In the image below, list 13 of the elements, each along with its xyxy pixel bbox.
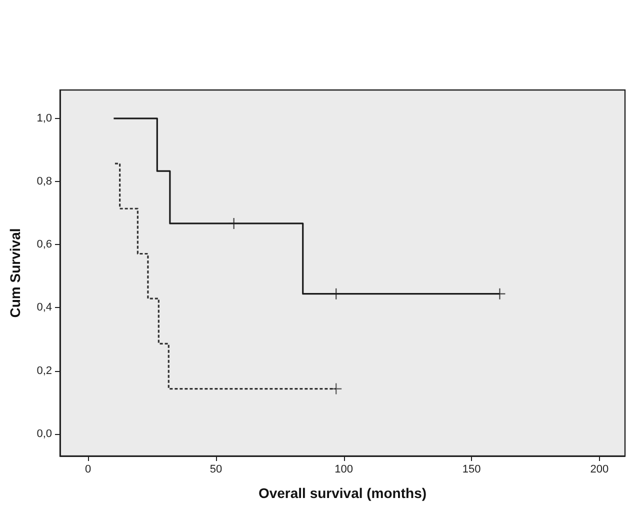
y-tick-label: 0,4: [36, 302, 52, 314]
x-tick-label: 0: [85, 464, 92, 476]
y-tick-label: 1,0: [36, 112, 52, 124]
x-tick-label: 200: [590, 464, 609, 476]
y-axis-title: Cum Survival: [7, 228, 23, 318]
y-tick-label: 0,6: [36, 238, 52, 251]
x-tick-label: 50: [210, 464, 222, 476]
y-tick-label: 0,0: [36, 428, 52, 440]
y-tick-label: 0,8: [36, 176, 52, 188]
x-tick-label: 150: [462, 464, 481, 476]
y-tick-label: 0,2: [36, 364, 52, 377]
x-tick-label: 100: [334, 464, 353, 476]
x-axis-title: Overall survival (months): [258, 485, 427, 501]
